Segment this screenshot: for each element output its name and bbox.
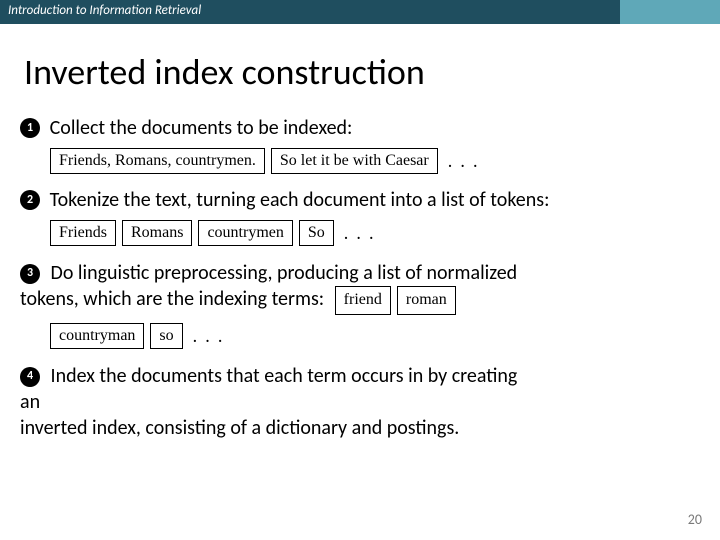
step-4-number: 4 <box>20 367 40 387</box>
step-3-text-b: tokens, which are the indexing terms: <box>20 287 324 311</box>
token-box: Romans <box>122 220 192 246</box>
token-box: Friends <box>50 220 116 246</box>
content-area: 1 Collect the documents to be indexed: F… <box>0 116 720 441</box>
token-box: countryman <box>50 323 144 349</box>
step-3-number: 3 <box>20 264 40 284</box>
token-box: countrymen <box>198 220 292 246</box>
step-3-inline-tokens: friend roman <box>335 286 456 315</box>
step-2-number: 2 <box>20 190 40 210</box>
token-box: roman <box>397 286 456 315</box>
step-4-text-c: inverted index, consisting of a dictiona… <box>20 416 459 440</box>
step-1-text: Collect the documents to be indexed: <box>50 116 353 140</box>
step-4-text-b: an <box>20 390 40 414</box>
slide-title: Inverted index construction <box>24 50 720 94</box>
doc-box: Friends, Romans, countrymen. <box>50 148 265 174</box>
step-2: 2 Tokenize the text, turning each docume… <box>20 188 700 246</box>
ellipsis: . . . <box>344 222 376 244</box>
header-text: Introduction to Information Retrieval <box>8 3 201 18</box>
header-bar: Introduction to Information Retrieval <box>0 0 720 24</box>
step-4-text-a: Index the documents that each term occur… <box>51 364 518 388</box>
step-3: 3 Do linguistic preprocessing, producing… <box>20 260 700 349</box>
step-1-number: 1 <box>20 118 40 138</box>
step-1-docs: Friends, Romans, countrymen. So let it b… <box>50 148 700 174</box>
ellipsis: . . . <box>193 325 225 347</box>
step-2-tokens: Friends Romans countrymen So . . . <box>50 220 700 246</box>
token-box: friend <box>335 286 391 315</box>
step-4: 4 Index the documents that each term occ… <box>20 363 700 441</box>
step-2-text: Tokenize the text, turning each document… <box>50 188 550 212</box>
step-3-text-a: Do linguistic preprocessing, producing a… <box>51 261 518 285</box>
step-1: 1 Collect the documents to be indexed: F… <box>20 116 700 174</box>
doc-box: So let it be with Caesar <box>271 148 438 174</box>
token-box: so <box>150 323 182 349</box>
page-number: 20 <box>688 511 702 528</box>
token-box: So <box>299 220 334 246</box>
step-3-tokens: countryman so . . . <box>50 323 700 349</box>
ellipsis: . . . <box>448 150 480 172</box>
